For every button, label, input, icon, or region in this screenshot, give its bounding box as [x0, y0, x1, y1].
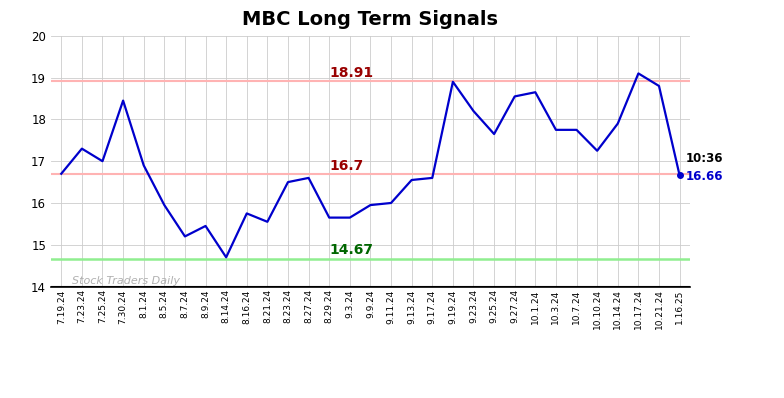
Text: 16.7: 16.7 [329, 158, 364, 173]
Text: 16.66: 16.66 [686, 170, 724, 183]
Title: MBC Long Term Signals: MBC Long Term Signals [242, 10, 499, 29]
Text: 18.91: 18.91 [329, 66, 373, 80]
Text: 14.67: 14.67 [329, 244, 373, 258]
Text: 10:36: 10:36 [686, 152, 724, 165]
Text: Stock Traders Daily: Stock Traders Daily [71, 276, 180, 286]
